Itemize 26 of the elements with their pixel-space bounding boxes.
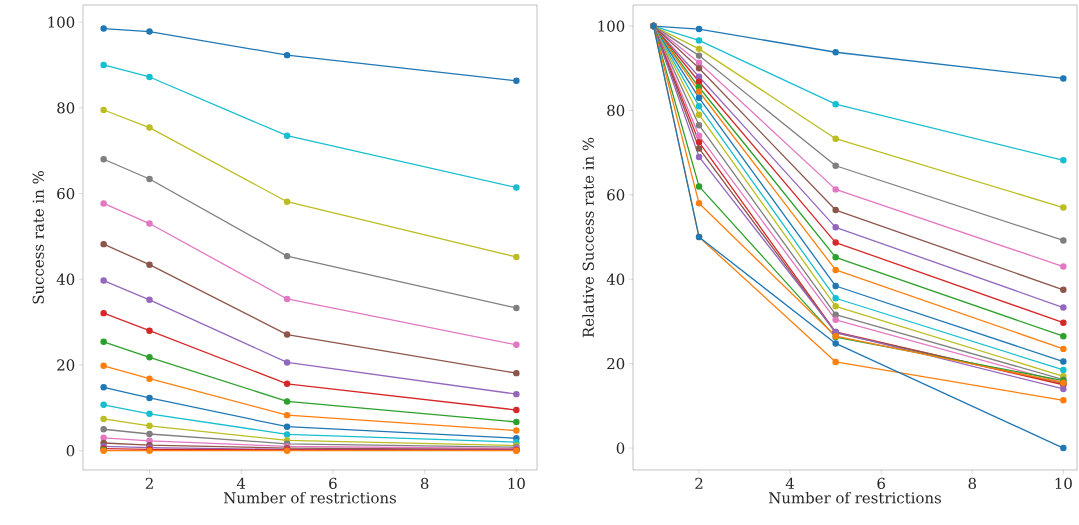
y-tick-label: 80 — [607, 104, 625, 117]
y-tick-label: 40 — [56, 273, 75, 285]
y-tick-label: 40 — [606, 273, 625, 285]
x-tick-label: 6 — [877, 477, 885, 490]
x-tick-label: 4 — [785, 477, 795, 489]
x-tick-label: 4 — [236, 477, 246, 489]
y-tick-label: 80 — [57, 102, 75, 114]
x-tick-label: 2 — [695, 477, 703, 489]
y-axis-title: Success rate in % — [32, 171, 44, 304]
x-tick-label: 2 — [145, 477, 153, 489]
x-axis-title: Number of restrictions — [769, 491, 941, 504]
y-tick-label: 100 — [598, 20, 625, 32]
y-tick-label: 60 — [607, 189, 625, 201]
x-tick-label: 6 — [329, 477, 337, 490]
y-tick-label: 0 — [66, 445, 75, 457]
x-axis-title: Number of restrictions — [224, 491, 396, 504]
y-tick-label: 0 — [616, 442, 625, 454]
y-tick-label: 60 — [57, 187, 75, 200]
x-tick-label: 8 — [968, 477, 977, 490]
y-axis-title: Relative Success rate in % — [582, 137, 594, 338]
x-tick-label: 10 — [1055, 477, 1072, 490]
x-tick-label: 10 — [508, 477, 525, 490]
x-tick-label: 8 — [420, 477, 429, 490]
y-tick-label: 20 — [57, 359, 75, 371]
y-tick-label: 20 — [607, 358, 625, 370]
y-tick-label: 100 — [48, 16, 75, 28]
